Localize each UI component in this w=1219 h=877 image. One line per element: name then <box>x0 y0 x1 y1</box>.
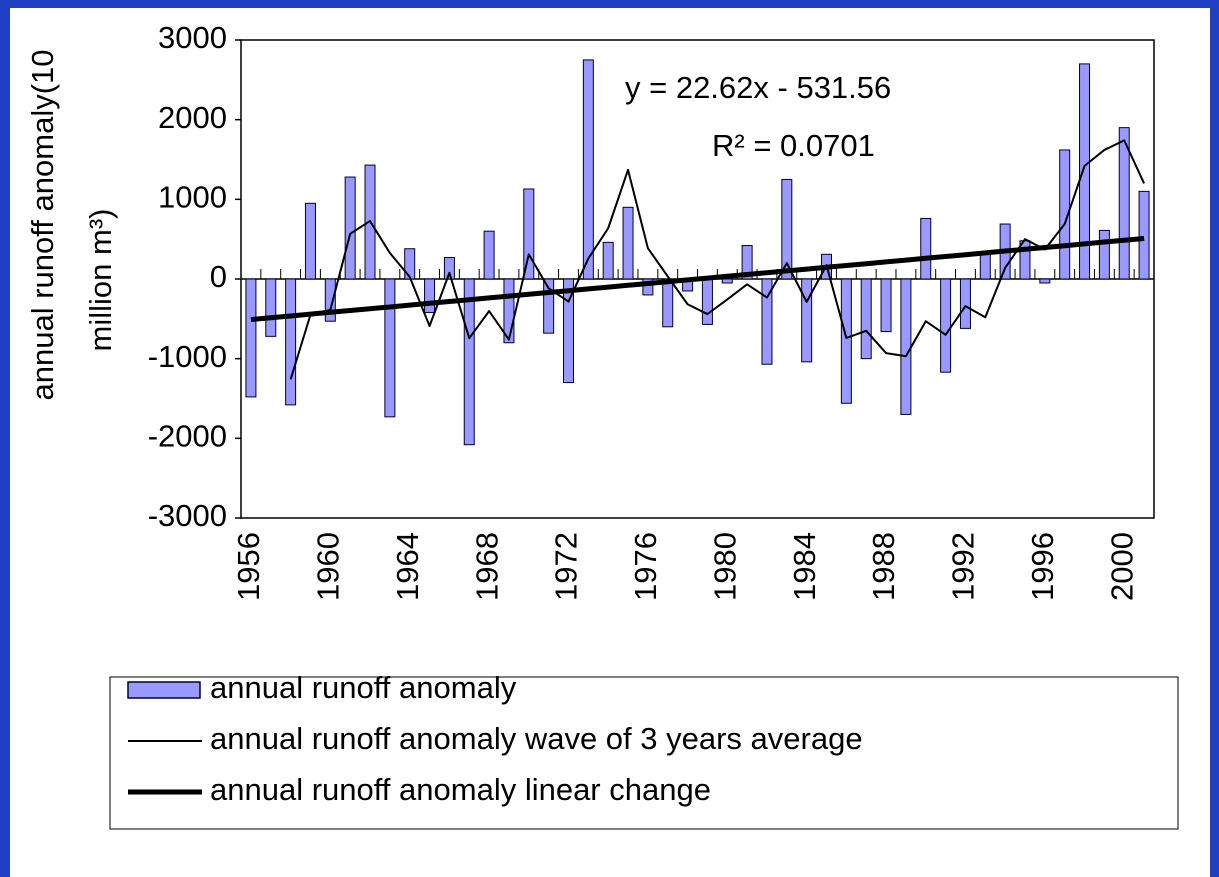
bar <box>582 59 594 280</box>
y-axis-label: annual runoff anomaly(10 <box>25 49 60 400</box>
x-tick-label: 1964 <box>390 532 425 601</box>
bar <box>443 256 455 280</box>
bar <box>602 241 614 280</box>
x-tick-label: 1996 <box>1025 532 1060 601</box>
bar <box>741 245 753 280</box>
bar <box>384 278 396 418</box>
bar <box>344 176 356 280</box>
y-tick-label: -1000 <box>148 339 227 374</box>
line <box>289 139 1145 380</box>
bar <box>1079 63 1091 280</box>
bar <box>304 202 316 280</box>
bar <box>940 278 952 373</box>
bar <box>622 206 634 280</box>
y-tick-label: 1000 <box>158 180 227 215</box>
bar <box>562 278 574 384</box>
bar <box>324 278 336 322</box>
y-axis-label: million m³) <box>83 209 118 352</box>
legend-label: annual runoff anomaly wave of 3 years av… <box>210 721 863 756</box>
legend-swatch <box>127 681 201 699</box>
x-tick-label: 1960 <box>311 532 346 601</box>
bar <box>1039 278 1051 284</box>
y-tick-label: -3000 <box>148 498 227 533</box>
bar <box>483 230 495 280</box>
equation: y = 22.62x - 531.56 <box>625 70 891 105</box>
bar <box>543 278 555 334</box>
bar <box>245 278 257 398</box>
bar <box>1059 149 1071 280</box>
bar <box>900 278 912 415</box>
r-squared: R² = 0.0701 <box>712 128 875 163</box>
bar <box>285 278 297 406</box>
x-tick-label: 1956 <box>231 532 266 601</box>
x-tick-label: 1988 <box>866 532 901 601</box>
legend <box>109 676 1179 830</box>
bar <box>880 278 892 333</box>
bar <box>701 278 713 325</box>
x-tick-label: 2000 <box>1104 532 1139 601</box>
bar <box>979 251 991 280</box>
bar <box>801 278 813 363</box>
bar <box>404 248 416 280</box>
bar <box>721 278 733 284</box>
x-tick-label: 1976 <box>628 532 663 601</box>
bar <box>959 278 971 329</box>
y-tick-label: 0 <box>210 259 227 294</box>
bar <box>860 278 872 360</box>
legend-label: annual runoff anomaly <box>210 670 517 705</box>
x-tick-label: 1980 <box>707 532 742 601</box>
bar <box>1098 229 1110 280</box>
bar <box>463 278 475 446</box>
bar <box>1118 127 1130 280</box>
bar <box>840 278 852 404</box>
x-tick-label: 1972 <box>549 532 584 601</box>
y-tick-label: 2000 <box>158 100 227 135</box>
bar <box>424 278 436 313</box>
bar <box>1138 190 1150 280</box>
bar <box>642 278 654 296</box>
legend-label: annual runoff anomaly linear change <box>210 772 711 807</box>
bar <box>761 278 773 365</box>
x-tick-label: 1968 <box>469 532 504 601</box>
bar <box>920 217 932 280</box>
line <box>250 235 1145 323</box>
y-tick-label: 3000 <box>158 20 227 55</box>
bar <box>662 278 674 328</box>
y-tick-label: -2000 <box>148 419 227 454</box>
bar <box>781 178 793 280</box>
x-tick-label: 1984 <box>787 532 822 601</box>
bar <box>265 278 277 337</box>
bar <box>523 188 535 280</box>
bar <box>503 278 515 344</box>
x-tick-label: 1992 <box>946 532 981 601</box>
